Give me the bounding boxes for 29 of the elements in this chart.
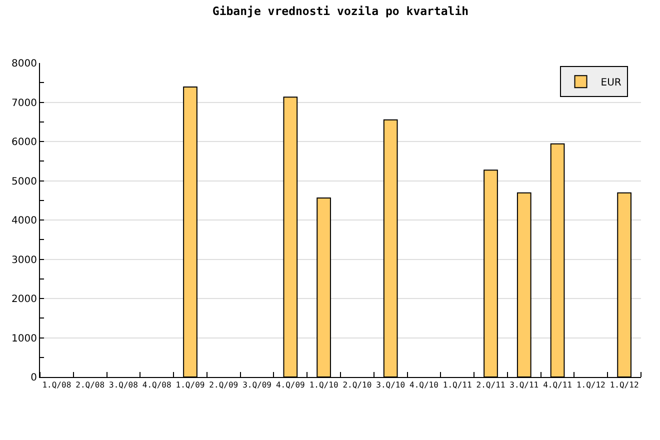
x-tick-label: 1.Q/09	[176, 380, 205, 390]
y-tick-label: 4000	[12, 216, 37, 226]
x-tick-label: 2.Q/08	[76, 380, 105, 390]
x-tick-label: 3.Q/09	[242, 380, 272, 390]
y-tick-label: 1000	[12, 333, 37, 344]
x-tick-label: 3.Q/08	[109, 380, 138, 390]
x-tick-label: 1.Q/11	[442, 380, 472, 390]
x-tick-label: 3.Q/10	[376, 380, 406, 390]
chart-title: Gibanje vrednosti vozila po kvartalih	[212, 4, 469, 18]
x-tick-label: 4.Q/08	[142, 380, 172, 390]
y-tick-label: 6000	[12, 137, 37, 148]
x-tick-label: 1.Q/10	[309, 380, 338, 390]
x-tick-label: 4.Q/10	[410, 380, 439, 390]
x-tick-label: 2.Q/10	[342, 380, 372, 390]
x-tick-label: 2.Q/09	[209, 380, 238, 390]
x-tick-label: 4.Q/11	[543, 380, 572, 390]
legend-label: EUR	[600, 78, 622, 89]
x-tick-label: 1.Q/12	[576, 380, 606, 390]
x-tick-label: 3.Q/11	[510, 380, 539, 390]
y-tick-label: 0	[30, 372, 37, 384]
y-tick-label: 7000	[12, 98, 37, 109]
y-tick-label: 5000	[12, 176, 37, 188]
x-tick-label: 4.Q/09	[276, 380, 306, 390]
x-tick-label: 2.Q/11	[476, 380, 506, 390]
y-tick-label: 8000	[12, 58, 37, 70]
y-tick-label: 3000	[12, 254, 37, 266]
x-tick-label: 1.Q/08	[42, 380, 72, 390]
x-tick-label: 1.Q/12	[610, 380, 639, 390]
y-tick-label: 2000	[12, 294, 37, 305]
